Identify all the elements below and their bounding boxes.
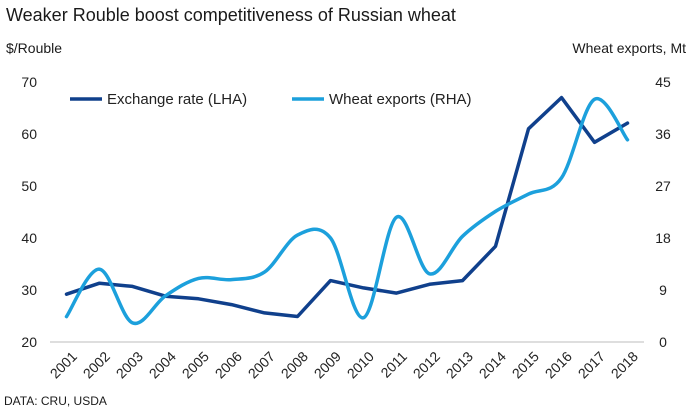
legend-label: Exchange rate (LHA): [107, 91, 247, 108]
x-tick-label: 2009: [311, 348, 344, 381]
left-y-tick-label: 70: [21, 74, 37, 90]
x-tick-label: 2018: [608, 348, 641, 381]
x-tick-label: 2003: [113, 348, 146, 381]
chart-title: Weaker Rouble boost competitiveness of R…: [6, 5, 456, 25]
left-y-axis: 20 30 40 50 60 70: [21, 74, 37, 350]
x-tick-label: 2005: [179, 348, 212, 381]
right-y-tick-label: 27: [655, 178, 671, 194]
source-note: DATA: CRU, USDA: [4, 394, 107, 408]
x-tick-label: 2001: [47, 348, 80, 381]
right-y-axis: 0 9 18 27 36 45: [655, 74, 671, 350]
legend-label: Wheat exports (RHA): [329, 91, 472, 108]
x-axis: 2001 2002 2003 2004 2005 2006 2007 2008 2009 2010…: [47, 341, 644, 382]
x-tick-label: 2008: [278, 348, 311, 381]
left-y-tick-label: 30: [21, 282, 37, 298]
wheat-exports-series-line: [64, 97, 630, 326]
left-y-tick-label: 60: [21, 126, 37, 142]
x-tick-label: 2017: [575, 348, 608, 381]
legend: Exchange rate (LHA) Wheat exports (RHA): [70, 91, 472, 108]
x-tick-label: 2011: [377, 348, 410, 381]
right-y-tick-label: 45: [655, 74, 671, 90]
x-tick-label: 2014: [476, 348, 509, 381]
x-tick-label: 2004: [146, 348, 179, 381]
right-y-tick-label: 9: [659, 282, 667, 298]
left-y-tick-label: 40: [21, 230, 37, 246]
x-tick-label: 2015: [509, 348, 542, 381]
x-tick-label: 2006: [212, 348, 245, 381]
right-y-tick-label: 0: [659, 334, 667, 350]
x-tick-label: 2012: [410, 348, 443, 381]
right-y-tick-label: 18: [655, 230, 671, 246]
x-tick-label: 2002: [80, 348, 113, 381]
x-tick-label: 2016: [542, 348, 575, 381]
left-axis-unit-label: $/Rouble: [6, 40, 63, 56]
left-y-tick-label: 50: [21, 178, 37, 194]
x-tick-label: 2007: [245, 348, 278, 381]
right-axis-unit-label: Wheat exports, Mt: [572, 40, 686, 56]
right-y-tick-label: 36: [655, 126, 671, 142]
x-tick-label: 2010: [344, 348, 377, 381]
series-lines: [64, 95, 630, 326]
left-y-tick-label: 20: [21, 334, 37, 350]
x-tick-label: 2013: [443, 348, 476, 381]
